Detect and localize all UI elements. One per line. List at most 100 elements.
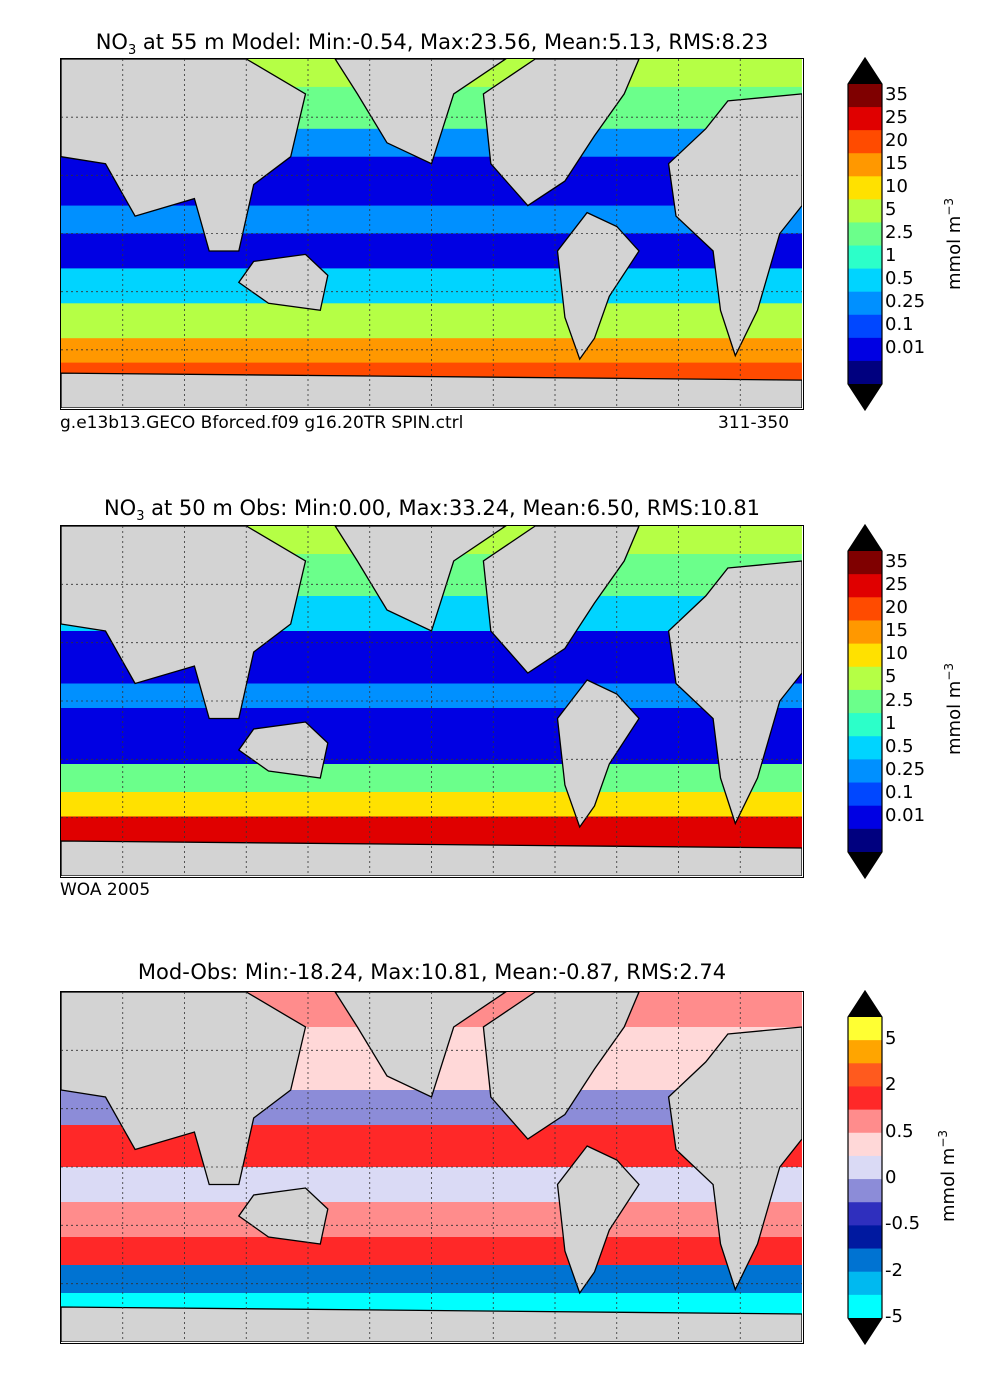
colorbar-segment: [848, 666, 882, 691]
map-svg: [61, 59, 802, 408]
colorbar-tick-label: 5: [885, 1028, 897, 1050]
caption-left: WOA 2005: [60, 880, 151, 900]
caption-right: 311-350: [718, 413, 790, 433]
colorbar-tick-label: -0.5: [885, 1213, 921, 1235]
colorbar-outline: [847, 989, 883, 1346]
land-mass: [237, 1187, 329, 1245]
colorbar-tick-label: 1: [885, 245, 897, 267]
colorbar-segment: [848, 574, 882, 598]
colorbar-extend-bottom: [848, 384, 882, 410]
colorbar-tick-label: 0.1: [885, 782, 914, 804]
colorbar-tick-label: 25: [885, 106, 908, 128]
land-mass: [667, 560, 802, 826]
colorbar-segment: [848, 1132, 882, 1157]
colorbar-segment: [848, 337, 882, 362]
colorbar-segment: [848, 1179, 882, 1203]
map-plot: [60, 525, 804, 878]
colorbar-segment: [848, 713, 882, 737]
land-mass: [237, 721, 329, 779]
land-mass: [482, 992, 640, 1140]
colorbar-tick-label: 10: [885, 175, 908, 197]
colorbar-segment: [848, 291, 882, 316]
colorbar-tick-label: 5: [885, 198, 897, 220]
land-mass: [482, 526, 640, 674]
colorbar-segment: [848, 130, 882, 154]
colorbar-extend-bottom: [848, 852, 882, 878]
colorbar-segment: [848, 153, 882, 177]
colorbar-tick-label: 2: [885, 1074, 897, 1096]
colorbar-segment: [848, 1271, 882, 1296]
colorbar-tick-label: 0.5: [885, 735, 914, 757]
colorbar-label: mmol m−3: [942, 197, 965, 290]
colorbar-svg: [847, 56, 883, 412]
colorbar-tick-label: 0.25: [885, 758, 926, 780]
colorbar-segment: [848, 805, 882, 830]
ocean-band: [61, 1237, 802, 1266]
ocean-band: [61, 268, 802, 304]
colorbar-outline: [847, 523, 883, 880]
colorbar-segment: [848, 107, 882, 131]
colorbar-segment: [848, 620, 882, 645]
colorbar-tick-label: -5: [885, 1306, 903, 1327]
colorbar-segment: [848, 1155, 882, 1180]
land-mass: [556, 1145, 640, 1295]
colorbar-segment: [848, 782, 882, 807]
land-mass: [61, 526, 307, 720]
colorbar-segment: [848, 245, 882, 270]
ocean-band: [61, 1265, 802, 1294]
land-mass: [334, 59, 507, 165]
colorbar-segment: [848, 1017, 882, 1041]
colorbar-tick-label: 0.5: [885, 268, 914, 290]
colorbar-tick-label: 0.25: [885, 291, 926, 313]
colorbar-segment: [848, 1040, 882, 1064]
colorbar-tick-label: 1: [885, 712, 897, 734]
land-mass: [61, 59, 307, 252]
colorbar-tick-label: 15: [885, 152, 908, 174]
colorbar-tick-label: 20: [885, 129, 908, 151]
panel-title: NO3 at 55 m Model: Min:-0.54, Max:23.56,…: [95, 30, 769, 59]
panel-title: NO3 at 50 m Obs: Min:0.00, Max:33.24, Me…: [103, 496, 761, 525]
colorbar-segment: [848, 1225, 882, 1250]
colorbar: [847, 989, 883, 1346]
colorbar-tick-label: 20: [885, 596, 908, 618]
land-mass: [667, 1026, 802, 1292]
colorbar-segment: [848, 759, 882, 784]
colorbar-segment: [848, 176, 882, 200]
colorbar-segment: [848, 828, 882, 853]
colorbar-segment: [848, 551, 882, 575]
ocean-band: [61, 233, 802, 269]
colorbar-tick-label: 0.5: [885, 1120, 914, 1142]
ocean-band: [61, 792, 802, 817]
colorbar-tick-label: 35: [885, 550, 908, 572]
colorbar-tick-label: 15: [885, 620, 908, 642]
map-svg: [61, 992, 802, 1342]
colorbar-tick-label: 0.1: [885, 314, 914, 336]
colorbar-tick-label: 0: [885, 1167, 897, 1189]
land-mass: [61, 992, 307, 1186]
colorbar-label: mmol m−3: [936, 1129, 959, 1222]
colorbar-outline: [847, 56, 883, 412]
colorbar-tick-label: 2.5: [885, 222, 914, 243]
map-svg: [61, 526, 802, 876]
colorbar-segment: [848, 1294, 882, 1319]
colorbar-segment: [848, 1086, 882, 1111]
colorbar-tick-label: 35: [885, 83, 908, 105]
colorbar-extend-top: [848, 58, 882, 84]
colorbar-svg: [847, 523, 883, 880]
land-mass: [482, 59, 640, 207]
colorbar-extend-top: [848, 525, 882, 551]
colorbar: [847, 56, 883, 412]
colorbar-tick-label: 0.01: [885, 337, 926, 359]
colorbar-segment: [848, 314, 882, 339]
land-mass: [237, 253, 329, 312]
colorbar-segment: [848, 643, 882, 668]
caption-left: g.e13b13.GECO Bforced.f09 g16.20TR SPIN.…: [60, 413, 464, 433]
colorbar-tick-label: 5: [885, 666, 897, 688]
colorbar-segment: [848, 268, 882, 293]
colorbar-segment: [848, 597, 882, 621]
land-mass: [667, 93, 802, 358]
colorbar-svg: [847, 989, 883, 1346]
colorbar-segment: [848, 1109, 882, 1134]
colorbar: [847, 523, 883, 880]
colorbar-segment: [848, 736, 882, 760]
